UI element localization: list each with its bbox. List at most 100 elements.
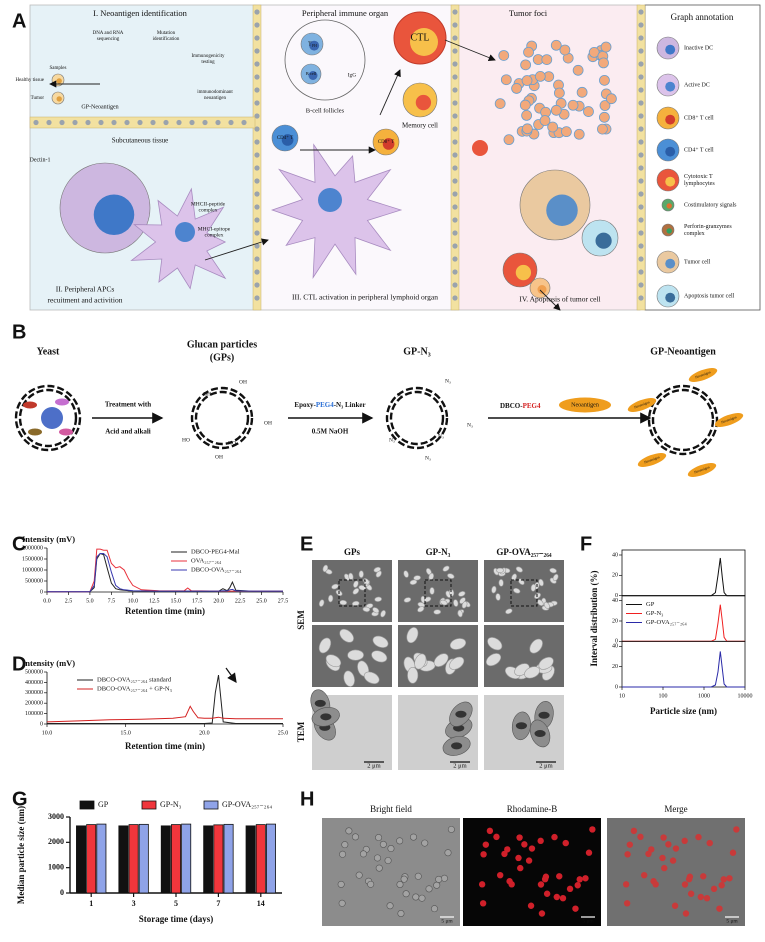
membrane-dot [254,48,260,54]
particle [371,650,388,663]
arrow [379,69,401,116]
bar [223,823,234,894]
cell [671,902,679,909]
cell [396,880,404,888]
label: HO [228,440,236,446]
legend-label: GP-N₃ [160,800,182,809]
label: Acid and alkali [105,428,151,436]
cell [355,871,363,879]
membrane-dot [254,113,260,119]
cell [624,851,631,858]
legend-label: GP-N₃ [646,610,663,617]
x-axis-label: Retention time (min) [125,606,205,616]
particle [433,609,442,615]
cell [440,874,448,882]
cell [630,827,638,835]
label: Treatment with [105,401,151,409]
label: Memory cell [402,122,438,130]
data-line [46,705,283,723]
data-line [46,552,283,593]
legend-label: GP [646,601,655,608]
particle [331,583,339,590]
membrane-dot [638,295,644,301]
x-tick-label: 100 [659,693,668,699]
particle [461,601,468,609]
bar [86,824,97,894]
x-tick-label: 7 [216,899,220,908]
membrane-dot [452,243,458,249]
membrane-dot [254,243,260,249]
zoom-box [424,579,452,607]
cell [338,899,346,907]
x-tick-label: 1000 [698,693,710,699]
membrane-dot [254,256,260,262]
label: 2 μm [453,762,466,769]
cell [652,881,659,888]
annotation-label: CD4⁺ T cell [684,146,714,153]
annotation-label: Inactive DC [684,45,713,51]
bar [118,825,129,894]
panel-label: H [300,788,314,810]
particle [322,564,329,573]
label: OH [215,454,223,460]
particle [358,585,366,591]
cell [525,857,533,864]
column-header: GPs [344,547,360,557]
membrane-dot [638,48,644,54]
tumor-cell [598,57,609,69]
tumor-cell [498,50,510,61]
particle [358,570,364,578]
bar [265,823,276,894]
membrane-dot [452,22,458,28]
tumor-cell [599,100,611,111]
cell [537,837,544,845]
tumor-cell [503,134,515,146]
particle [552,573,559,582]
cell [672,845,680,852]
tumor-cell [523,46,534,58]
cell [697,893,705,901]
particle [325,654,342,668]
annotation-icon-nucleus [665,258,676,269]
membrane-dot [452,139,458,145]
membrane-dot [452,178,458,184]
x-tick-label: 25.0 [256,598,267,604]
particle [458,591,466,597]
plot-frame [621,640,746,688]
particle [374,596,382,602]
organelle [55,398,69,406]
particle-wall [18,388,78,448]
bar [96,823,107,894]
ctl-core [410,28,438,56]
cell [637,833,644,841]
label: N₃ [467,422,473,428]
arrow [204,238,269,261]
tumor-cell [500,74,512,86]
particle [363,671,380,685]
particle [343,670,355,687]
particle-core [538,711,550,719]
y-tick-label: 1000000 [22,567,43,573]
particle-core [515,722,528,730]
linker-part: PEG4 [316,401,334,409]
cell [640,871,648,879]
cell [710,885,718,893]
membrane-dot [254,282,260,288]
particle [406,627,419,644]
membrane-dot [98,119,104,126]
membrane-dot [638,74,644,80]
linker-part: Epoxy- [294,401,316,409]
particle [413,575,421,581]
cell [729,849,737,856]
cell [414,872,422,880]
legend-swatch [141,800,157,810]
zoom-box [510,579,538,607]
y-tick-label: 20 [612,664,618,670]
membrane-dot [254,74,260,80]
membrane-dot [452,35,458,41]
tumor-cell [573,128,585,140]
particle [530,584,536,592]
legend-label: DBCO-OVA₂₅₇₋₂₆₄ + GP-N₃ [97,685,172,692]
cell [566,885,574,893]
panel-label: F [580,533,592,555]
